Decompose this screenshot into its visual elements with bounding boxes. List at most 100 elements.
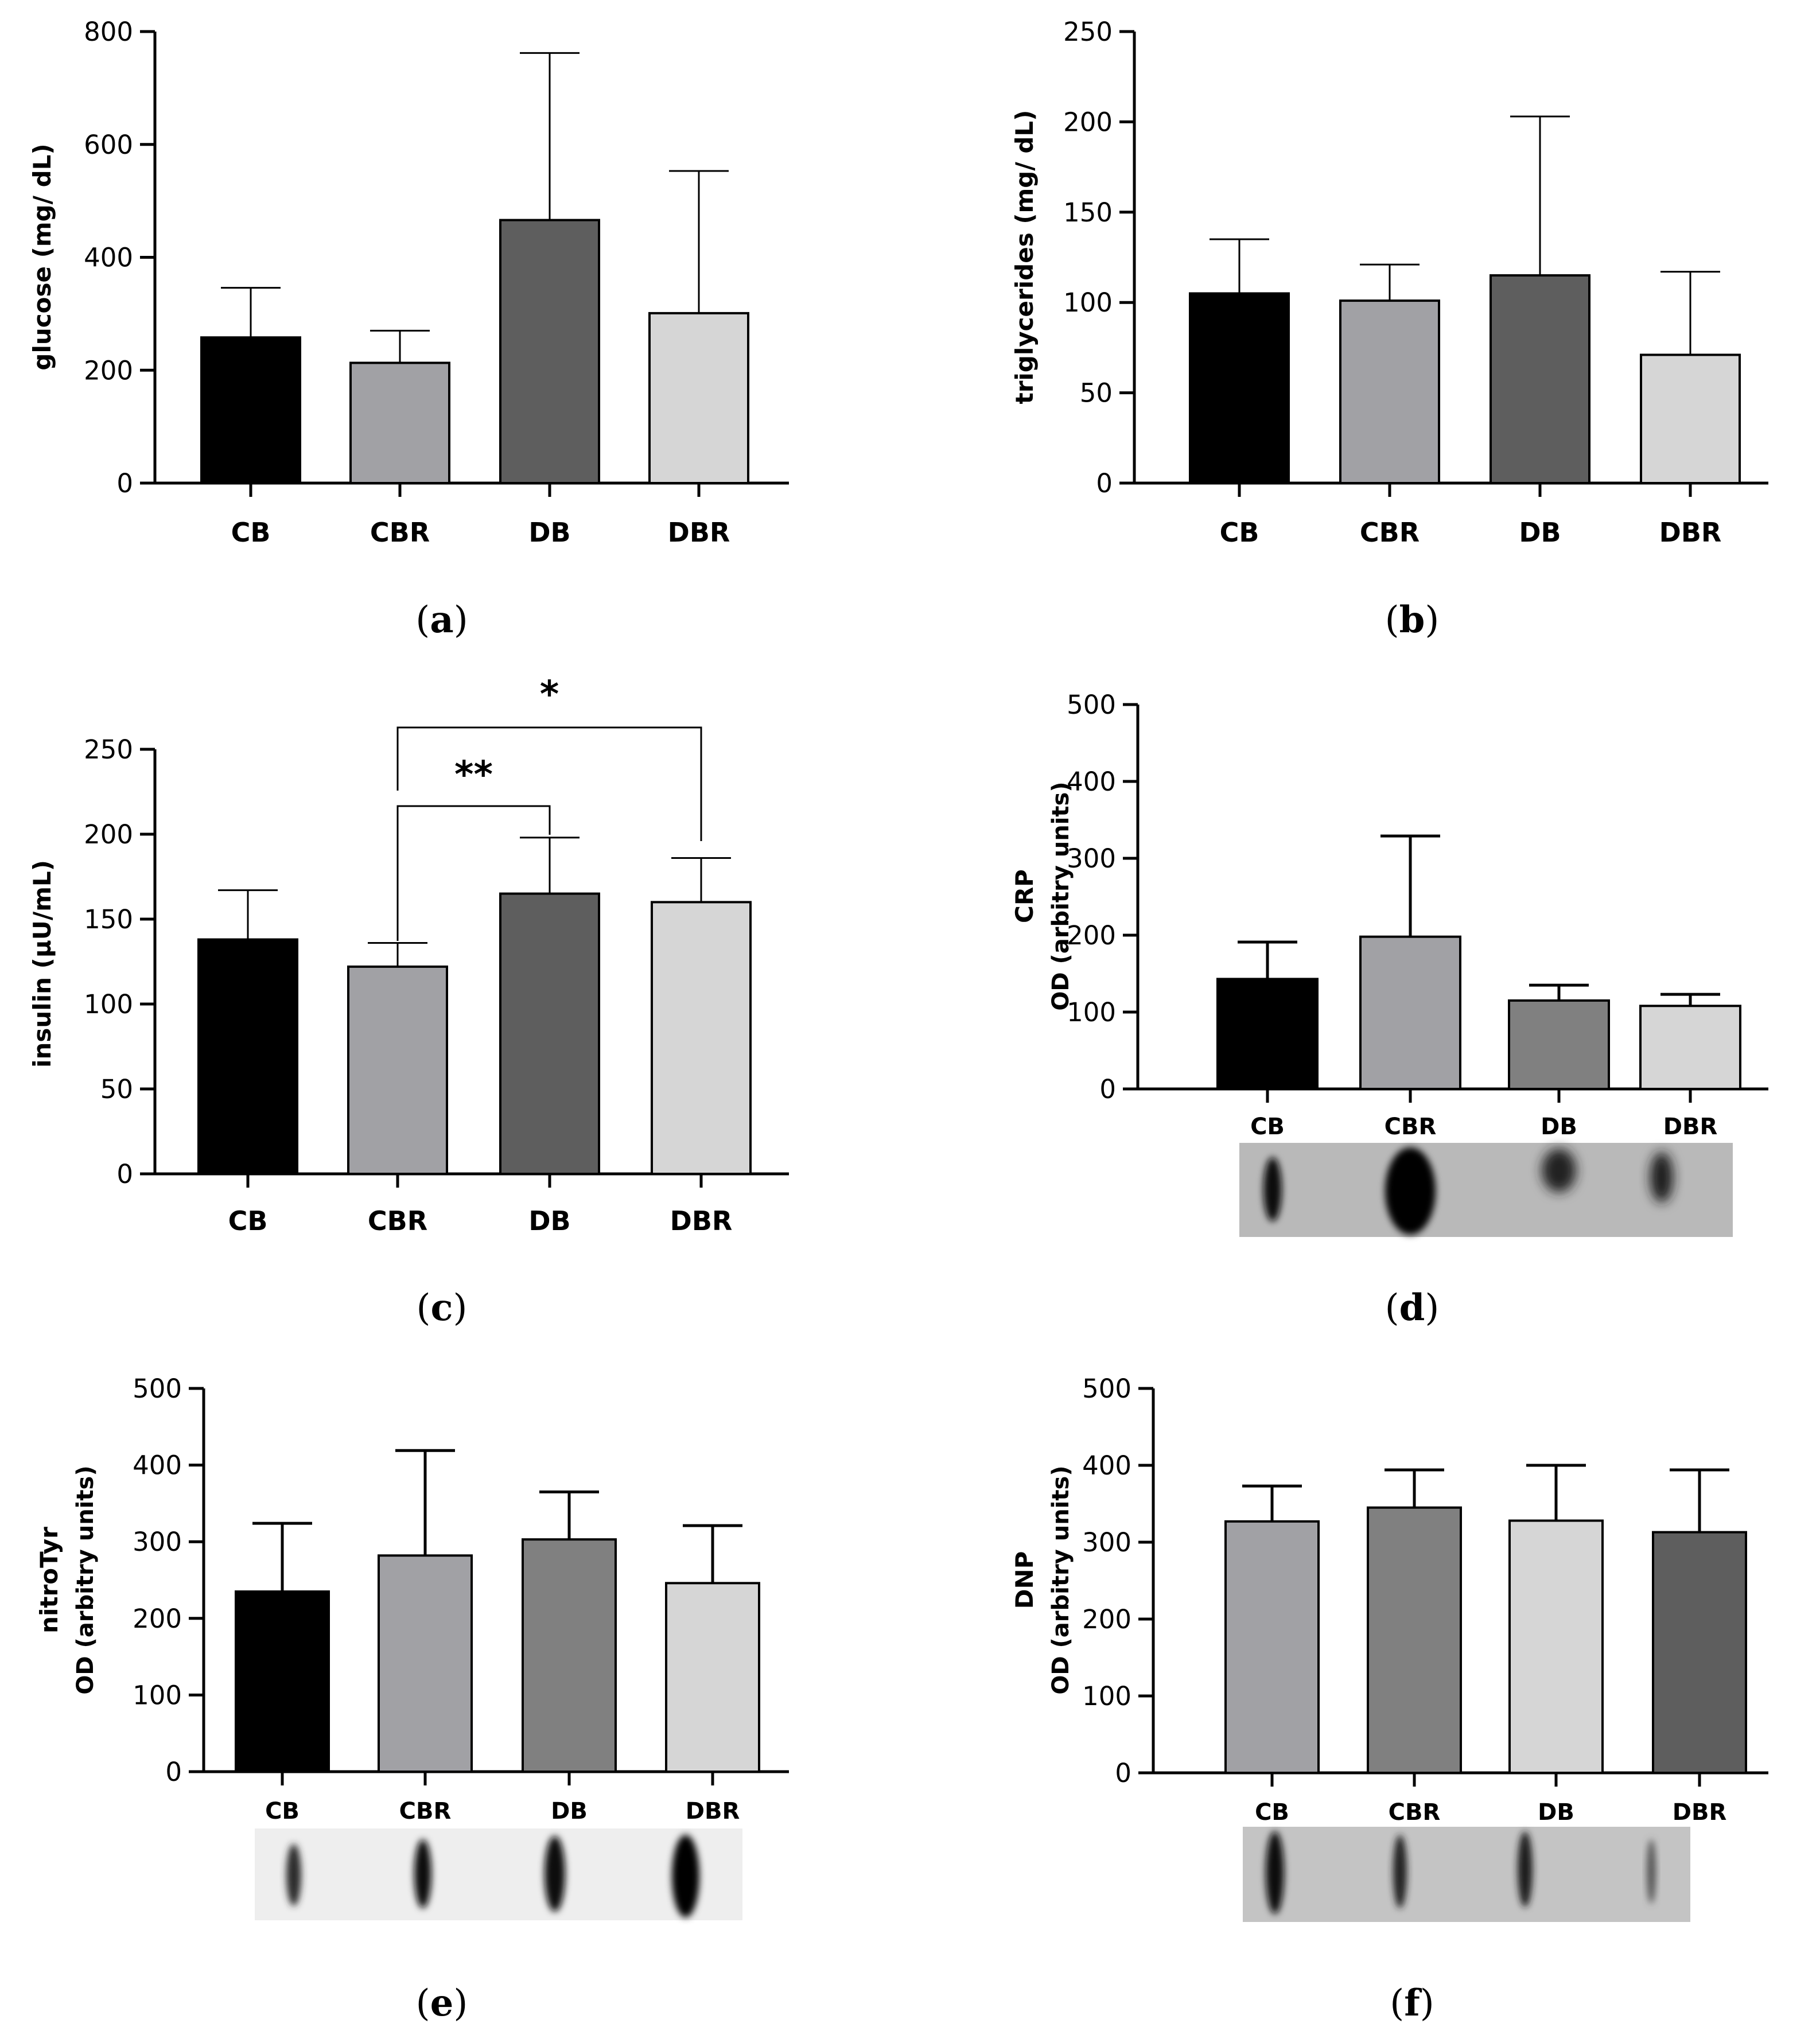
y-tick-label: 100: [133, 1680, 182, 1710]
y-tick-label: 0: [165, 1757, 182, 1787]
x-category-label: CB: [1220, 517, 1259, 548]
bar-cb: [200, 336, 301, 484]
y-tick-label: 150: [1063, 197, 1113, 228]
panel-a-glucose-chart: 0 200 400 600 800 glucose (mg/ dL) CB CBR DB DBR (…: [28, 17, 789, 641]
y-tick-label: 50: [100, 1074, 133, 1104]
y-tick-label: 100: [1067, 997, 1116, 1028]
bar-cb: [235, 1590, 330, 1773]
y-tick-label: 250: [84, 734, 133, 765]
y-tick-label: 0: [1115, 1758, 1131, 1788]
bar-dbr: [651, 901, 752, 1176]
panel-d-crp-chart: 0 100 200 300 400 500 CRP OD (arbitry units) CB C…: [1010, 690, 1768, 1329]
y-tick-label: 0: [1096, 468, 1113, 499]
x-category-label: CBR: [1389, 1799, 1441, 1826]
y-tick-label: 0: [116, 468, 133, 499]
x-category-label: DB: [528, 1205, 570, 1236]
bar-cbr: [1367, 1506, 1462, 1774]
y-tick-label: 500: [133, 1374, 182, 1404]
x-category-label: DBR: [686, 1798, 740, 1824]
bar-cb: [1216, 978, 1319, 1090]
y-tick-label: 400: [1082, 1450, 1131, 1481]
x-category-label: DB: [1538, 1799, 1574, 1826]
y-axis-title: CRP: [1010, 869, 1039, 923]
nitrotyr-blot-image: [255, 1828, 742, 1920]
bar-cbr: [349, 361, 450, 484]
y-axis-subtitle: OD (arbitry units): [72, 1465, 99, 1694]
significance-marker: **: [454, 754, 493, 796]
x-category-label: DB: [528, 517, 570, 548]
bar-db: [499, 892, 600, 1175]
panel-label: (e): [416, 1982, 468, 2025]
bar-dbr: [1640, 353, 1741, 484]
y-tick-label: 800: [84, 17, 133, 47]
panel-label: (c): [417, 1286, 468, 1329]
bar-db: [522, 1538, 617, 1773]
y-axis-title: DNP: [1010, 1551, 1039, 1609]
y-tick-label: 100: [1082, 1681, 1131, 1711]
panel-e-nitrotyr-chart: 0 100 200 300 400 500 nitroTyr OD (arbitry unit…: [35, 1374, 789, 2025]
y-tick-label: 300: [133, 1527, 182, 1557]
panel-c-insulin-chart: 0 50 100 150 200 250 insulin (µU/mL) CB CBR DB DBR…: [28, 674, 789, 1329]
bar-db: [1508, 1519, 1604, 1774]
y-tick-label: 200: [84, 819, 133, 850]
dnp-blot-image: [1243, 1827, 1690, 1922]
y-axis-subtitle: OD (arbitry units): [1048, 1465, 1074, 1694]
y-axis-title: glucose (mg/ dL): [28, 143, 56, 370]
x-category-label: CBR: [1360, 517, 1420, 548]
y-tick-label: 0: [116, 1159, 133, 1189]
bar-db: [1490, 274, 1590, 484]
bar-dbr: [1639, 1005, 1741, 1091]
bar-cbr: [1339, 299, 1440, 484]
x-category-label: CBR: [368, 1205, 427, 1236]
panel-b-triglycerides-chart: 0 50 100 150 200 250 triglycerides (mg/ dL) CB C…: [1010, 17, 1768, 641]
y-tick-label: 500: [1082, 1374, 1131, 1404]
y-tick-label: 400: [133, 1450, 182, 1481]
x-category-label: CB: [228, 1205, 268, 1236]
x-category-label: CB: [265, 1798, 300, 1824]
x-category-label: DB: [1541, 1114, 1577, 1140]
y-tick-label: 300: [1082, 1527, 1131, 1558]
panel-label: (b): [1385, 598, 1440, 641]
x-category-label: CB: [1255, 1799, 1289, 1826]
x-category-label: CBR: [1385, 1114, 1437, 1140]
significance-bracket: [396, 726, 702, 841]
bar-cb: [1189, 292, 1290, 484]
bar-cb: [1224, 1520, 1320, 1775]
x-category-label: DB: [551, 1798, 588, 1824]
y-tick-label: 150: [84, 904, 133, 935]
y-tick-label: 200: [1067, 920, 1116, 951]
significance-marker: *: [540, 674, 559, 716]
y-tick-label: 100: [84, 989, 133, 1020]
y-tick-label: 200: [133, 1604, 182, 1634]
y-axis-title: insulin (µU/mL): [28, 860, 56, 1068]
x-category-label: DBR: [668, 517, 730, 548]
bar-cbr: [347, 965, 448, 1175]
x-category-label: DBR: [1659, 517, 1722, 548]
panel-f-dnp-chart: 0 100 200 300 400 500 DNP OD (arbitry units) CB C…: [1010, 1374, 1768, 2025]
y-axis-title: triglycerides (mg/ dL): [1010, 110, 1039, 404]
y-tick-label: 200: [1063, 107, 1113, 137]
y-tick-label: 400: [1067, 767, 1116, 797]
bar-cb: [197, 938, 298, 1176]
y-axis-title: nitroTyr: [35, 1527, 63, 1633]
bar-dbr: [648, 312, 749, 484]
y-tick-label: 600: [84, 130, 133, 160]
crp-blot-image: [1239, 1143, 1733, 1237]
x-category-label: DB: [1519, 517, 1561, 548]
x-category-label: CB: [1250, 1114, 1285, 1140]
x-category-label: DBR: [670, 1205, 733, 1236]
x-category-label: CB: [231, 517, 271, 548]
y-tick-label: 400: [84, 243, 133, 273]
x-category-label: DBR: [1663, 1114, 1718, 1140]
panel-label: (a): [415, 598, 468, 641]
x-category-label: CBR: [370, 517, 430, 548]
bar-cbr: [378, 1554, 473, 1773]
y-tick-label: 200: [1082, 1604, 1131, 1635]
y-tick-label: 50: [1080, 378, 1113, 408]
y-tick-label: 100: [1063, 287, 1113, 318]
y-tick-label: 250: [1063, 17, 1113, 47]
y-tick-label: 0: [1099, 1074, 1116, 1104]
x-category-label: CBR: [399, 1798, 452, 1824]
bar-db: [499, 219, 600, 484]
